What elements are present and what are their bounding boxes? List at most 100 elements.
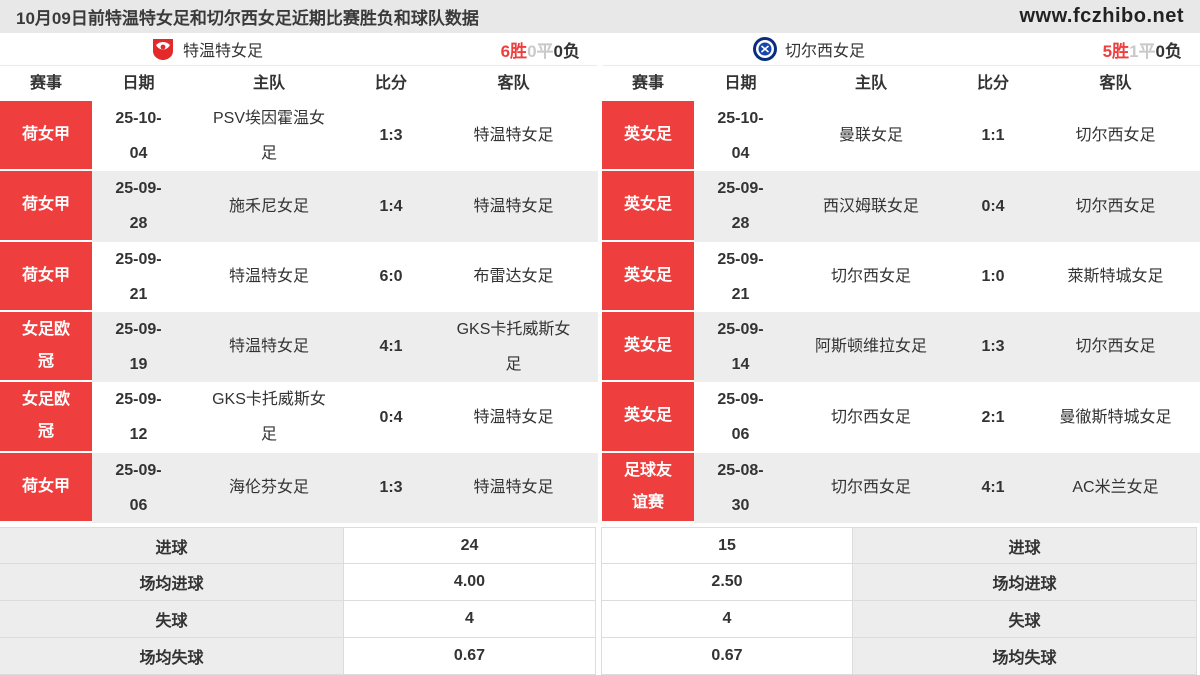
right-team-name: 切尔西女足 — [785, 43, 866, 60]
divider — [0, 523, 598, 527]
twente-logo-icon — [150, 36, 176, 62]
away-team: 切尔西女足 — [1075, 197, 1156, 215]
competition-badge: 英女足 — [602, 171, 694, 242]
chelsea-logo-icon — [752, 36, 778, 62]
right-table-header: 赛事 日期 主队 比分 客队 — [602, 66, 1200, 101]
divider — [602, 523, 1200, 527]
content: 特温特女足 6胜0平0负 赛事 日期 主队 比分 客队 荷女甲 25-10-04 — [0, 33, 1200, 675]
stat-label: 场均进球 — [0, 564, 344, 601]
match-score: 0:4 — [981, 197, 1005, 215]
away-team: 切尔西女足 — [1075, 127, 1156, 145]
competition-badge: 荷女甲 — [0, 241, 92, 312]
match-score: 1:3 — [981, 338, 1005, 356]
stat-value: 4 — [601, 601, 853, 638]
stat-label: 进球 — [852, 527, 1197, 564]
right-stats-table: 15 进球 2.50 场均进球 4 失球 0.67 场均失球 — [601, 527, 1200, 675]
match-score: 4:1 — [379, 338, 403, 356]
home-team: 切尔西女足 — [830, 408, 911, 426]
right-team-record: 5胜1平0负 — [1103, 37, 1182, 62]
left-table-header: 赛事 日期 主队 比分 客队 — [0, 66, 598, 101]
home-team: 切尔西女足 — [830, 479, 911, 497]
stat-value: 24 — [343, 527, 596, 564]
away-team: 特温特女足 — [473, 127, 554, 145]
competition-badge: 英女足 — [602, 241, 694, 312]
match-row: 英女足 25-09-28 西汉姆联女足 0:4 切尔西女足 — [602, 171, 1200, 242]
home-team: 切尔西女足 — [830, 268, 911, 286]
competition-badge: 英女足 — [602, 100, 694, 172]
stat-label: 场均进球 — [852, 564, 1197, 601]
home-team: GKS卡托威斯女足 — [212, 391, 326, 444]
match-date: 25-09-06 — [717, 391, 764, 444]
match-date: 25-09-12 — [115, 391, 162, 444]
competition-badge: 女足欧冠 — [0, 311, 92, 383]
match-date: 25-10-04 — [115, 109, 162, 162]
away-team: 特温特女足 — [473, 479, 554, 497]
left-record-losses: 0负 — [553, 41, 580, 61]
competition-badge: 足球友谊赛 — [602, 452, 694, 523]
col-header-home: 主队 — [854, 74, 887, 92]
match-row: 女足欧冠 25-09-19 特温特女足 4:1 GKS卡托威斯女足 — [0, 311, 598, 383]
stat-label: 场均失球 — [852, 638, 1197, 675]
left-record-wins: 6胜 — [500, 41, 528, 61]
match-row: 荷女甲 25-09-06 海伦芬女足 1:3 特温特女足 — [0, 452, 598, 523]
match-date: 25-09-21 — [115, 250, 162, 303]
stats-row: 场均进球 4.00 — [0, 564, 598, 601]
home-team: 施禾尼女足 — [228, 197, 309, 215]
match-date: 25-09-28 — [717, 180, 764, 233]
stats-row: 4 失球 — [601, 601, 1200, 638]
away-team: 特温特女足 — [473, 408, 554, 426]
stat-value: 4.00 — [343, 564, 596, 601]
stat-value: 4 — [343, 601, 596, 638]
stat-value: 0.67 — [343, 638, 596, 675]
left-stats-table: 进球 24 场均进球 4.00 失球 4 场均失球 0.67 — [0, 527, 598, 675]
match-date: 25-10-04 — [717, 109, 764, 162]
match-score: 1:3 — [379, 127, 403, 145]
match-row: 足球友谊赛 25-08-30 切尔西女足 4:1 AC米兰女足 — [602, 452, 1200, 523]
left-matches-table: 赛事 日期 主队 比分 客队 荷女甲 25-10-04 PSV埃因霍温女足 1:… — [0, 66, 598, 523]
stat-value: 15 — [601, 527, 853, 564]
site-url: www.fczhibo.net — [1019, 5, 1184, 27]
match-date: 25-09-06 — [115, 461, 162, 514]
col-header-score: 比分 — [374, 74, 407, 92]
match-date: 25-08-30 — [717, 461, 764, 514]
match-row: 英女足 25-09-14 阿斯顿维拉女足 1:3 切尔西女足 — [602, 311, 1200, 383]
left-record-draws: 0平 — [527, 41, 554, 61]
right-matches-table: 赛事 日期 主队 比分 客队 英女足 25-10-04 曼联女足 1:1 切尔西… — [602, 66, 1200, 523]
col-header-score: 比分 — [976, 74, 1009, 92]
home-team: 特温特女足 — [228, 338, 309, 356]
left-team-header: 特温特女足 6胜0平0负 — [0, 33, 598, 66]
match-date: 25-09-28 — [115, 180, 162, 233]
match-score: 1:4 — [379, 197, 403, 215]
match-score: 1:1 — [981, 127, 1005, 145]
home-team: 特温特女足 — [228, 268, 309, 286]
competition-badge: 英女足 — [602, 382, 694, 453]
stat-value: 2.50 — [601, 564, 853, 601]
right-record-draws: 1平 — [1129, 41, 1156, 61]
stats-row: 2.50 场均进球 — [601, 564, 1200, 601]
stats-row: 0.67 场均失球 — [601, 638, 1200, 675]
home-team: 海伦芬女足 — [228, 479, 309, 497]
match-row: 荷女甲 25-09-21 特温特女足 6:0 布雷达女足 — [0, 241, 598, 312]
col-header-away: 客队 — [497, 74, 530, 92]
col-header-competition: 赛事 — [29, 74, 62, 92]
stat-label: 进球 — [0, 527, 344, 564]
match-row: 英女足 25-09-06 切尔西女足 2:1 曼徹斯特城女足 — [602, 382, 1200, 453]
stats-row: 场均失球 0.67 — [0, 638, 598, 675]
home-team: 曼联女足 — [838, 127, 903, 145]
away-team: AC米兰女足 — [1072, 479, 1159, 497]
match-row: 荷女甲 25-10-04 PSV埃因霍温女足 1:3 特温特女足 — [0, 100, 598, 172]
right-record-wins: 5胜 — [1102, 41, 1130, 61]
match-score: 6:0 — [379, 268, 403, 286]
stat-label: 场均失球 — [0, 638, 344, 675]
match-row: 英女足 25-09-21 切尔西女足 1:0 萊斯特城女足 — [602, 241, 1200, 312]
away-team: 萊斯特城女足 — [1067, 268, 1164, 286]
col-header-date: 日期 — [724, 74, 757, 92]
away-team: 特温特女足 — [473, 197, 554, 215]
col-header-home: 主队 — [252, 74, 285, 92]
away-team: GKS卡托威斯女足 — [456, 320, 571, 374]
left-team-panel: 特温特女足 6胜0平0负 赛事 日期 主队 比分 客队 荷女甲 25-10-04 — [0, 33, 598, 675]
right-team-header: 切尔西女足 5胜1平0负 — [602, 33, 1200, 66]
center-divider — [598, 33, 602, 675]
away-team: 切尔西女足 — [1075, 338, 1156, 356]
competition-badge: 英女足 — [602, 311, 694, 383]
